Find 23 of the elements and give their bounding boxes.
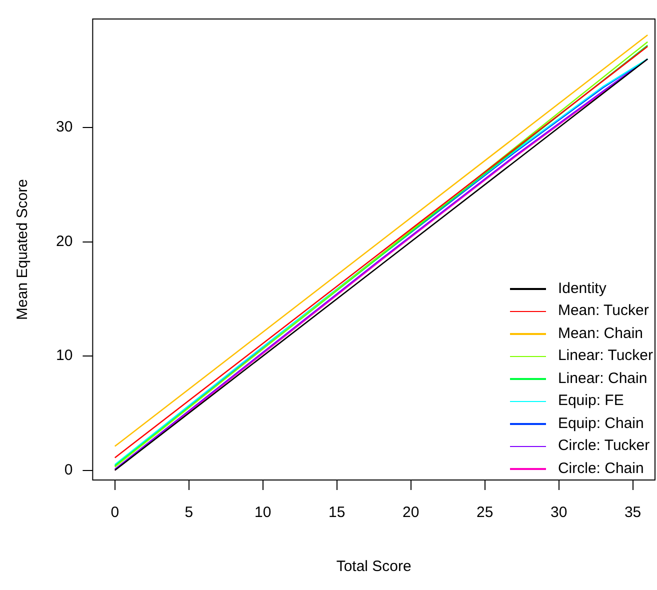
legend-label: Circle: Chain [558,458,644,478]
legend-label: Circle: Tucker [558,436,650,456]
x-tick-label: 25 [476,504,494,522]
legend-label: Linear: Tucker [558,346,653,366]
x-tick-label: 20 [402,504,420,522]
x-tick-label: 10 [254,504,272,522]
legend-label: Equip: Chain [558,414,644,434]
legend-label: Mean: Chain [558,324,644,344]
legend-label: Linear: Chain [558,368,648,388]
x-tick-label: 35 [624,504,642,522]
y-tick-label: 0 [64,461,73,478]
legend-label: Mean: Tucker [558,301,649,321]
y-axis-title: Mean Equated Score [14,179,32,320]
x-tick-label: 5 [184,504,194,522]
y-tick-label: 10 [56,347,73,364]
x-tick-label: 30 [550,504,568,522]
y-tick-label: 30 [56,118,73,136]
x-tick-label: 15 [328,504,346,522]
legend-label: Identity [558,278,606,298]
x-tick-label: 0 [110,504,120,522]
legend-label: Equip: FE [558,391,624,411]
y-tick-label: 20 [56,232,73,250]
x-axis-title: Total Score [336,558,412,576]
